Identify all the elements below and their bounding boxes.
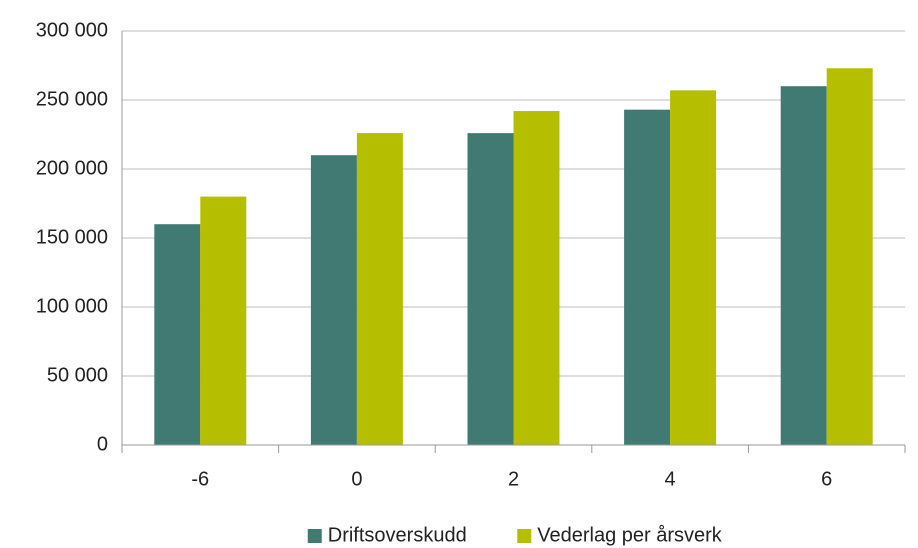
y-tick-label: 0 <box>97 433 108 455</box>
x-tick-label: 6 <box>821 468 832 490</box>
legend-swatch <box>517 529 532 543</box>
x-tick-label: 0 <box>351 468 362 490</box>
bar <box>670 90 717 445</box>
bar <box>780 86 827 445</box>
bar <box>513 111 560 445</box>
legend-label: Driftsoverskudd <box>328 524 467 546</box>
bar <box>467 133 514 445</box>
bar <box>826 68 873 445</box>
y-tick-label: 150 000 <box>36 226 108 248</box>
y-tick-label: 250 000 <box>36 88 108 110</box>
y-tick-label: 300 000 <box>36 19 108 41</box>
bar <box>310 155 357 445</box>
legend-swatch <box>307 529 322 543</box>
x-tick-label: 2 <box>508 468 519 490</box>
x-tick-label: -6 <box>191 468 209 490</box>
y-tick-label: 100 000 <box>36 295 108 317</box>
y-tick-label: 50 000 <box>47 364 108 386</box>
bar <box>154 224 201 445</box>
bar <box>624 109 671 445</box>
legend-label: Vederlag per årsverk <box>537 524 723 546</box>
x-tick-label: 4 <box>665 468 676 490</box>
bar <box>200 196 247 445</box>
bar <box>356 133 403 445</box>
y-tick-label: 200 000 <box>36 157 108 179</box>
